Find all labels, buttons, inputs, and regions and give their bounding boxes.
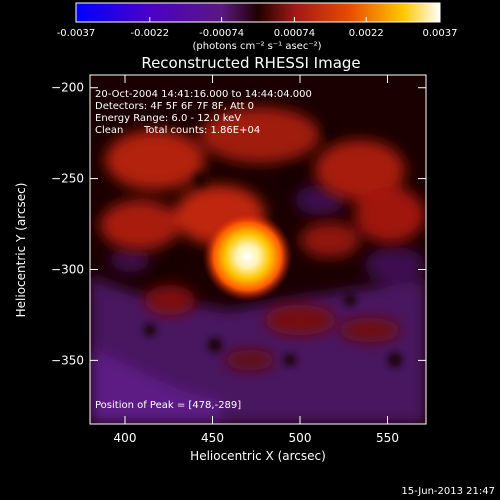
colorbar-units-label: (photons cm⁻² s⁻¹ asec⁻²) <box>192 41 321 52</box>
colorbar: -0.0037 -0.0022 -0.00074 0.00074 0.0022 0.003… <box>57 2 458 52</box>
solar-image <box>90 75 426 424</box>
x-axis-label: Heliocentric X (arcsec) <box>190 449 326 463</box>
colorbar-gradient <box>75 2 441 23</box>
flare-peak-source <box>202 211 293 302</box>
annotation-time-range: 20-Oct-2004 14:41:16.000 to 14:44:04.000 <box>95 89 312 100</box>
y-tick-label: −300 <box>51 262 84 276</box>
colorbar-tick-label: -0.00074 <box>199 28 244 39</box>
x-tick-label: 500 <box>289 431 312 445</box>
colorbar-tick-label: -0.0037 <box>57 28 96 39</box>
colorbar-tick-label: 0.0037 <box>423 28 458 39</box>
y-axis-ticks: −200 −250 −300 −350 <box>51 81 426 367</box>
plot-frame <box>89 74 427 425</box>
x-tick-label: 400 <box>114 431 137 445</box>
annotation-algorithm: Clean <box>95 125 123 136</box>
page-title: Reconstructed RHESSI Image <box>141 54 360 72</box>
y-tick-label: −250 <box>51 172 84 186</box>
x-axis-ticks: 400 450 500 550 <box>114 75 399 445</box>
x-tick-label: 450 <box>201 431 224 445</box>
x-tick-label: 550 <box>376 431 399 445</box>
annotation-peak-position: Position of Peak = [478,-289] <box>95 400 241 411</box>
colorbar-tick-label: -0.0022 <box>130 28 169 39</box>
annotation-detectors: Detectors: 4F 5F 6F 7F 8F, Att 0 <box>95 101 254 112</box>
y-axis-label: Heliocentric Y (arcsec) <box>14 183 28 318</box>
colorbar-tick-label: 0.0022 <box>349 28 384 39</box>
annotation-energy-range: Energy Range: 6.0 - 12.0 keV <box>95 113 241 124</box>
footer-timestamp: 15-Jun-2013 21:47 <box>401 486 495 497</box>
colorbar-tick-label: 0.00074 <box>274 28 315 39</box>
y-tick-label: −350 <box>51 353 84 367</box>
y-tick-label: −200 <box>51 81 84 95</box>
colorbar-ticks: -0.0037 -0.0022 -0.00074 0.00074 0.0022 0.003… <box>57 17 458 39</box>
annotation-total-counts: Total counts: 1.86E+04 <box>143 125 260 136</box>
